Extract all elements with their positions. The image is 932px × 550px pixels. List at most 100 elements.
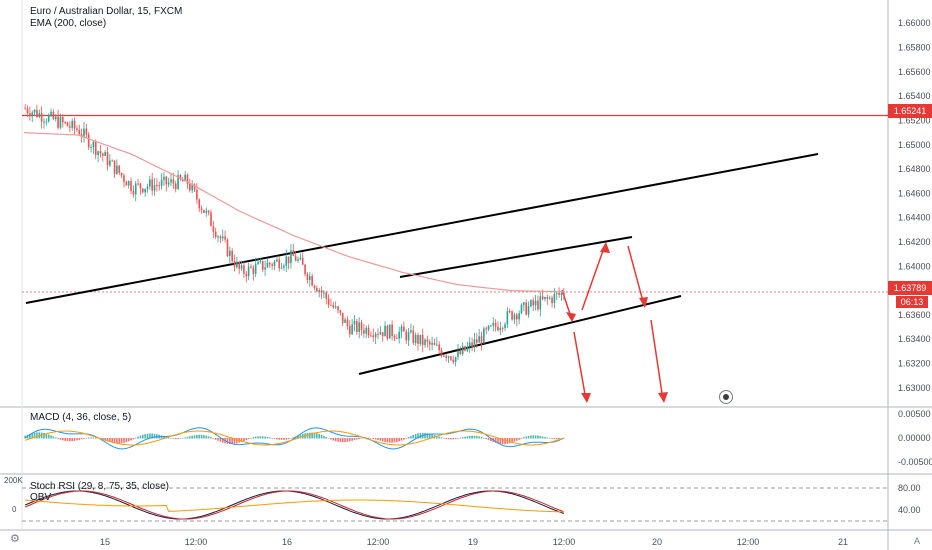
candle-body	[428, 341, 431, 345]
candle-body	[158, 185, 161, 187]
candle-body	[506, 311, 509, 325]
candle-body	[228, 250, 231, 257]
channel-upper-line[interactable]	[399, 236, 633, 278]
macd-hist-bar	[76, 438, 78, 441]
settings-gear-icon[interactable]: ⚙	[10, 533, 20, 545]
macd-hist-bar	[181, 437, 184, 439]
arrow-heads	[566, 242, 668, 403]
time-tick-label: 12:00	[185, 537, 208, 547]
price-tick-label: 1.65200	[898, 115, 931, 125]
candle-body	[483, 328, 485, 344]
macd-hist-bar	[523, 437, 525, 439]
candle-body	[184, 174, 186, 182]
candle-body	[101, 153, 104, 156]
candle-body	[207, 210, 210, 213]
macd-hist-bar	[459, 437, 462, 439]
macd-hist-bar	[80, 438, 83, 440]
candle-body	[174, 183, 177, 190]
candle-body	[393, 335, 396, 338]
macd-hist-bar	[116, 438, 118, 444]
macd-hist-bar	[530, 435, 532, 439]
macd-hist-bar	[52, 436, 55, 439]
macd-line	[24, 427, 565, 450]
macd-hist-bar	[172, 438, 175, 439]
macd-hist-bar	[311, 432, 313, 439]
macd-hist-bar	[504, 438, 506, 445]
candle-body	[26, 108, 29, 113]
candle-body	[419, 334, 422, 344]
drawing-handle-icon[interactable]	[719, 390, 733, 404]
main-pane-bg	[0, 0, 888, 407]
candle-body	[43, 121, 45, 123]
candle-body	[440, 350, 443, 357]
macd-group	[24, 427, 565, 450]
macd-hist-bar	[36, 432, 38, 439]
arrow-down-4	[650, 319, 664, 401]
obv-title[interactable]: OBV	[30, 492, 52, 503]
macd-hist-bar	[348, 438, 351, 442]
macd-hist-bar	[386, 438, 389, 443]
macd-hist-bar	[395, 438, 398, 443]
candle-body	[151, 179, 154, 191]
macd-hist-bar	[170, 437, 172, 439]
time-axis[interactable]: 15 12:00 16 12:00 19 12:00 20 12:00 21	[100, 537, 848, 547]
stoch-tick-label: 40.00	[898, 505, 921, 515]
macd-hist-bar	[236, 438, 238, 444]
macd-hist-bar	[40, 432, 43, 439]
macd-hist-bar	[412, 434, 415, 439]
price-tick-label: 1.63200	[898, 359, 931, 369]
projection-arrows	[561, 244, 664, 401]
macd-title[interactable]: MACD (4, 36, close, 5)	[30, 412, 132, 423]
channel-lower-line[interactable]	[358, 295, 682, 375]
auto-scale-button[interactable]: A	[913, 536, 920, 546]
candle-body	[330, 304, 332, 306]
macd-hist-bar	[33, 432, 36, 439]
macd-hist-bar	[59, 438, 62, 440]
candle-body	[149, 179, 151, 187]
candle-body	[38, 113, 41, 117]
arrowhead	[658, 392, 668, 403]
macd-hist-bar	[257, 436, 259, 439]
obv-line	[25, 499, 564, 513]
candle-body	[283, 265, 285, 268]
macd-hist-bar	[520, 438, 523, 439]
macd-hist-bar	[106, 438, 109, 442]
long-trendline[interactable]	[25, 153, 819, 304]
candle-body	[553, 293, 556, 304]
macd-hist-bar	[334, 438, 337, 442]
macd-tick-label: 0.00000	[898, 433, 931, 443]
candle-body	[515, 314, 518, 320]
candle-body	[341, 312, 344, 323]
macd-hist-bar	[132, 438, 135, 440]
ema-indicator-title[interactable]: EMA (200, close)	[30, 18, 107, 29]
macd-hist-bar	[24, 435, 26, 439]
price-tick-label: 1.65800	[898, 43, 931, 53]
candle-body	[125, 181, 128, 186]
candle-body	[360, 322, 363, 330]
candle-body	[384, 325, 386, 337]
macd-hist-bar	[193, 435, 196, 439]
candle-body	[487, 325, 490, 330]
macd-hist-bar	[339, 438, 342, 443]
macd-hist-bar	[539, 435, 542, 439]
candle-body	[198, 199, 201, 209]
candle-body	[219, 236, 222, 239]
macd-hist-bar	[156, 434, 158, 439]
stoch-title[interactable]: Stoch RSI (29, 8, 75, 35, close)	[30, 481, 169, 492]
macd-hist-bar	[118, 438, 121, 444]
symbol-title[interactable]: Euro / Australian Dollar, 15, FXCM	[30, 6, 183, 17]
candle-body	[530, 300, 532, 307]
candle-body	[292, 250, 295, 256]
macd-hist-bar	[508, 438, 511, 444]
candle-body	[501, 327, 504, 329]
macd-hist-bar	[151, 433, 154, 439]
macd-hist-bar	[43, 432, 45, 439]
macd-hist-bar	[356, 438, 358, 440]
macd-hist-bar	[454, 438, 457, 440]
macd-hist-bar	[254, 436, 257, 439]
macd-hist-bar	[233, 438, 236, 444]
stoch-k-line	[25, 490, 564, 520]
candle-body	[214, 231, 217, 238]
